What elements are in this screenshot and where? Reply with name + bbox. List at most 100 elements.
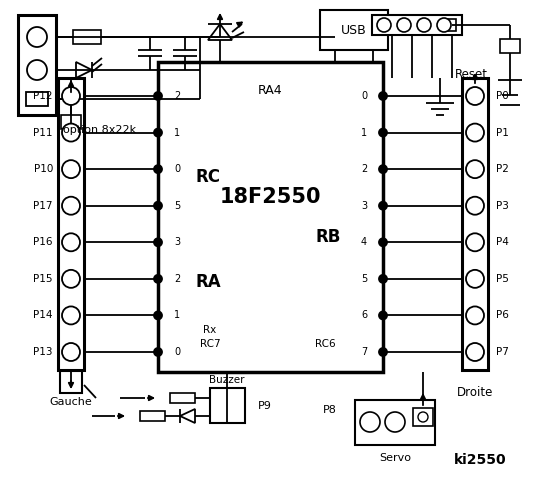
Text: 5: 5 [174, 201, 180, 211]
Circle shape [154, 129, 162, 137]
Circle shape [379, 92, 387, 100]
Circle shape [62, 270, 80, 288]
Text: 5: 5 [361, 274, 367, 284]
Text: 6: 6 [361, 311, 367, 321]
Text: 1: 1 [174, 128, 180, 138]
Text: 3: 3 [361, 201, 367, 211]
Text: P6: P6 [496, 311, 509, 321]
Bar [170, 393, 195, 403]
Text: P9: P9 [258, 401, 272, 411]
Text: P13: P13 [34, 347, 53, 357]
Text: 2: 2 [174, 91, 180, 101]
Circle shape [466, 160, 484, 178]
Text: 7: 7 [361, 347, 367, 357]
Text: P2: P2 [496, 164, 509, 174]
Circle shape [466, 123, 484, 142]
Bar [500, 39, 520, 53]
Circle shape [466, 233, 484, 252]
Circle shape [379, 202, 387, 210]
Circle shape [62, 160, 80, 178]
Circle shape [379, 165, 387, 173]
Bar [26, 92, 48, 106]
Text: P11: P11 [34, 128, 53, 138]
Circle shape [154, 165, 162, 173]
Bar [158, 62, 383, 372]
Text: RC: RC [196, 168, 221, 186]
Circle shape [154, 348, 162, 356]
Text: P12: P12 [34, 91, 53, 101]
Circle shape [466, 87, 484, 105]
Text: RB: RB [315, 228, 341, 246]
Bar [61, 115, 81, 129]
Circle shape [397, 18, 411, 32]
Circle shape [62, 123, 80, 142]
Circle shape [154, 312, 162, 319]
Circle shape [379, 129, 387, 137]
Bar [320, 10, 388, 50]
Text: Rx: Rx [204, 325, 217, 335]
Text: P7: P7 [496, 347, 509, 357]
Circle shape [385, 412, 405, 432]
Text: USB: USB [341, 24, 367, 36]
Text: P3: P3 [496, 201, 509, 211]
Text: P0: P0 [496, 91, 509, 101]
Bar [18, 15, 56, 115]
Bar [444, 19, 456, 31]
Text: 18F2550: 18F2550 [220, 187, 321, 207]
Circle shape [62, 306, 80, 324]
Bar [140, 411, 165, 421]
Text: RC7: RC7 [200, 339, 220, 349]
Text: option 8x22k: option 8x22k [64, 125, 137, 135]
Text: 2: 2 [174, 274, 180, 284]
Text: 0: 0 [361, 91, 367, 101]
Text: P14: P14 [34, 311, 53, 321]
Text: Droite: Droite [457, 385, 493, 398]
Text: 3: 3 [174, 237, 180, 247]
Text: RC6: RC6 [315, 339, 335, 349]
Circle shape [466, 270, 484, 288]
Circle shape [417, 18, 431, 32]
Circle shape [27, 27, 47, 47]
Text: P15: P15 [34, 274, 53, 284]
Text: 0: 0 [174, 347, 180, 357]
Text: P1: P1 [496, 128, 509, 138]
Bar [355, 400, 435, 445]
Circle shape [379, 275, 387, 283]
Circle shape [466, 343, 484, 361]
Bar [462, 78, 488, 370]
Text: 2: 2 [361, 164, 367, 174]
Text: RA: RA [195, 273, 221, 291]
Text: ki2550: ki2550 [453, 453, 507, 467]
Circle shape [437, 18, 451, 32]
Text: 0: 0 [174, 164, 180, 174]
Text: P5: P5 [496, 274, 509, 284]
Text: 1: 1 [361, 128, 367, 138]
Circle shape [377, 18, 391, 32]
Circle shape [466, 197, 484, 215]
Text: 4: 4 [361, 237, 367, 247]
Circle shape [379, 238, 387, 246]
Bar [210, 388, 245, 423]
Circle shape [62, 197, 80, 215]
Text: P8: P8 [323, 405, 337, 415]
Bar [60, 371, 82, 393]
Circle shape [379, 312, 387, 319]
Text: P17: P17 [34, 201, 53, 211]
Text: 1: 1 [174, 311, 180, 321]
Circle shape [62, 343, 80, 361]
Circle shape [418, 412, 428, 422]
Text: Buzzer: Buzzer [209, 375, 245, 385]
Circle shape [154, 92, 162, 100]
Text: P10: P10 [34, 164, 53, 174]
Circle shape [154, 275, 162, 283]
Circle shape [62, 87, 80, 105]
Bar [413, 408, 433, 426]
Text: P16: P16 [34, 237, 53, 247]
Text: Gauche: Gauche [50, 397, 92, 407]
Bar [372, 15, 462, 35]
Text: RA4: RA4 [258, 84, 283, 96]
Circle shape [62, 233, 80, 252]
Circle shape [27, 60, 47, 80]
Bar [58, 78, 84, 370]
Circle shape [154, 238, 162, 246]
